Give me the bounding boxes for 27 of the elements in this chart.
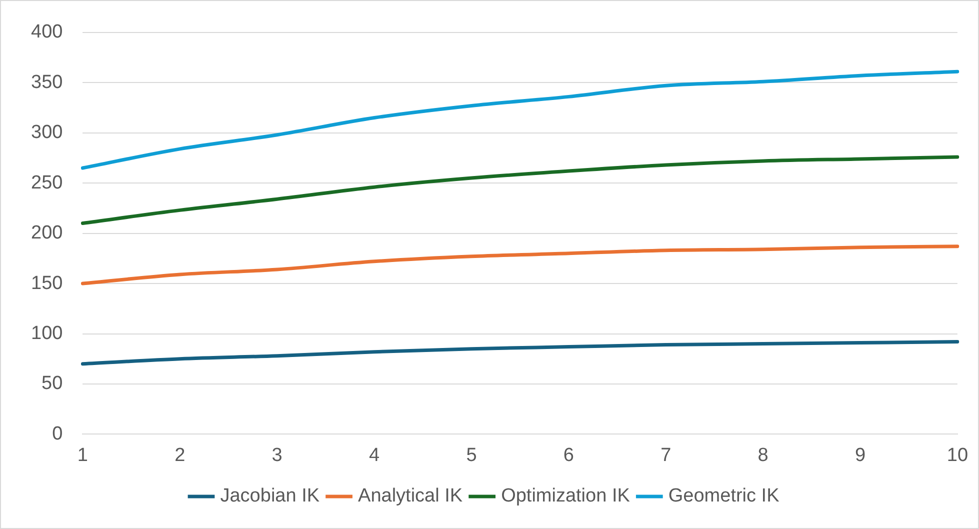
legend-label: Optimization IK (501, 486, 630, 507)
y-tick-label: 250 (31, 172, 63, 194)
legend-label: Analytical IK (358, 486, 463, 507)
x-tick-label: 1 (77, 444, 88, 466)
y-tick-label: 150 (31, 272, 63, 294)
x-tick-label: 5 (466, 444, 477, 466)
y-tick-label: 100 (31, 322, 63, 344)
x-tick-label: 6 (563, 444, 574, 466)
line-series (80, 244, 960, 286)
legend-label: Geometric IK (668, 486, 780, 507)
line-series (80, 340, 960, 366)
y-tick-label: 350 (31, 72, 63, 93)
legend-label: Jacobian IK (220, 486, 320, 507)
y-tick-label: 50 (42, 373, 63, 394)
x-tick-label: 9 (854, 444, 866, 466)
x-tick-label: 10 (946, 444, 968, 466)
y-tick-label: 0 (52, 423, 63, 444)
x-tick-label: 8 (758, 444, 768, 466)
y-tick-label: 200 (31, 222, 63, 244)
line-series (80, 70, 960, 170)
y-tick-label: 300 (31, 122, 63, 144)
x-tick-label: 3 (272, 444, 282, 466)
y-tick-label: 400 (31, 22, 63, 43)
x-tick-label: 4 (368, 444, 380, 466)
line-series (80, 155, 960, 226)
x-tick-label: 7 (660, 444, 672, 466)
x-tick-label: 2 (174, 444, 186, 466)
